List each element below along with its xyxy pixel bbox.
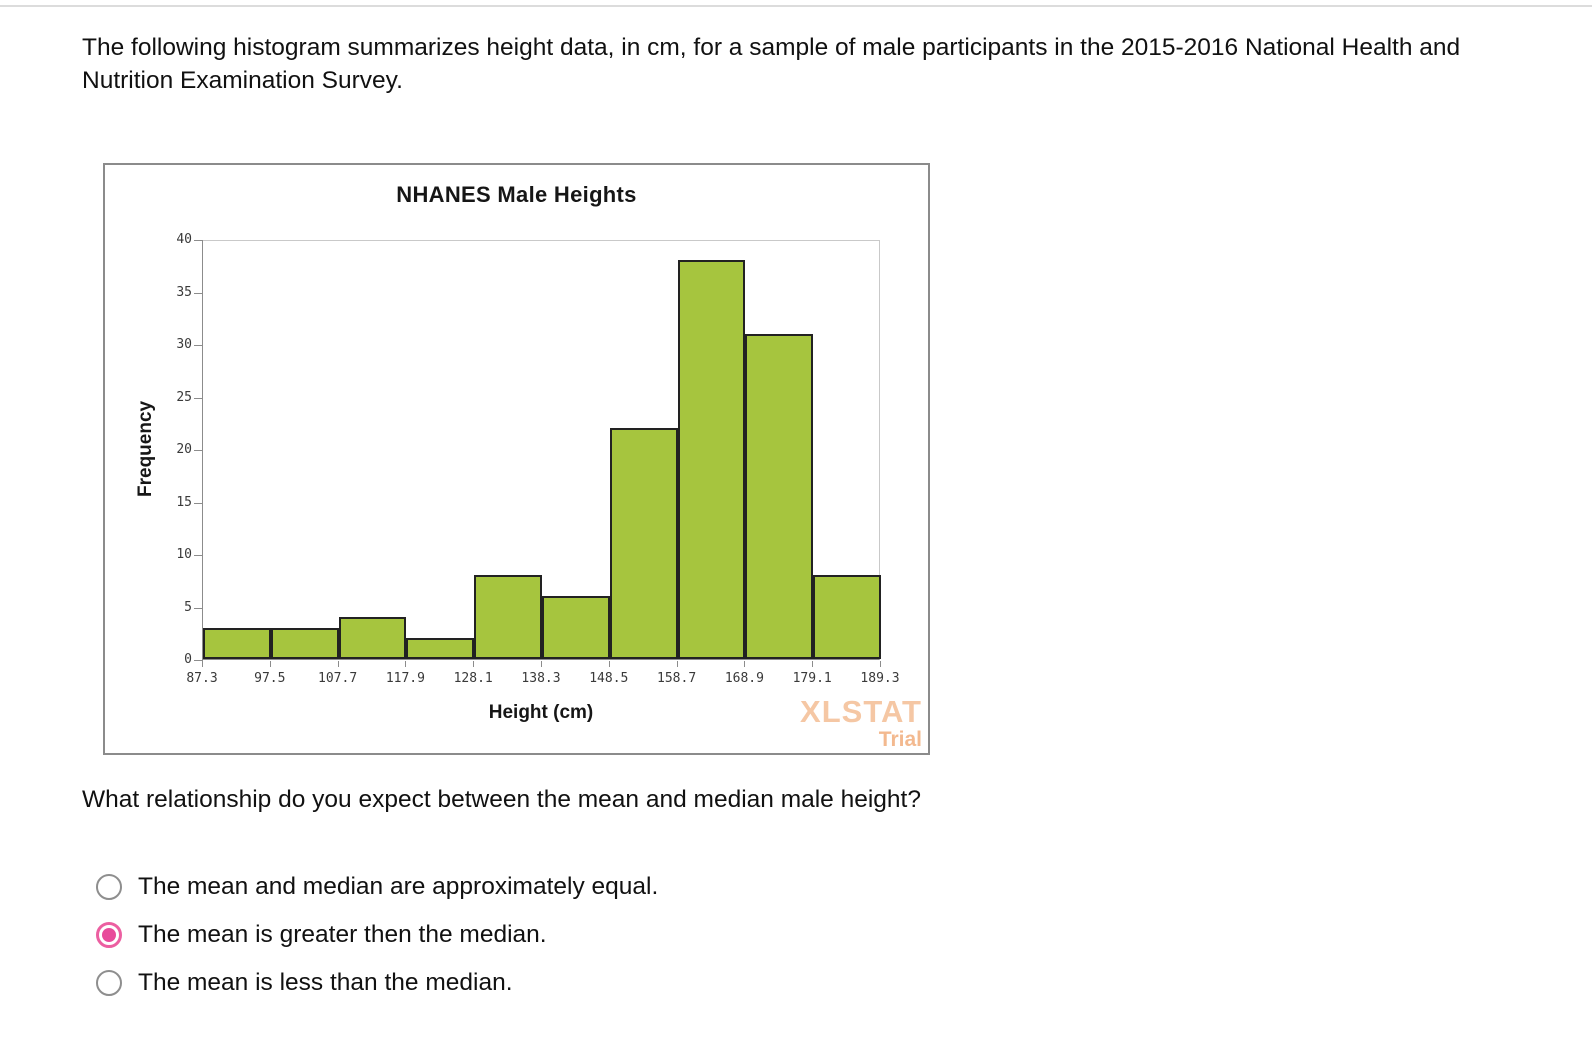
y-tick-label: 5 bbox=[184, 599, 192, 615]
xlstat-watermark: XLSTAT Trial bbox=[800, 696, 922, 751]
y-tick-label: 10 bbox=[176, 547, 192, 562]
histogram-bar bbox=[338, 617, 407, 659]
histogram-bar bbox=[813, 575, 881, 659]
x-tick-label: 128.1 bbox=[453, 671, 493, 686]
x-tick-label: 107.7 bbox=[318, 671, 358, 686]
page-top-divider bbox=[0, 5, 1592, 7]
radio-option[interactable]: The mean and median are approximately eq… bbox=[96, 872, 658, 902]
plot-area bbox=[202, 240, 881, 660]
y-tick-label: 30 bbox=[176, 337, 192, 352]
y-tick-mark bbox=[194, 240, 203, 241]
y-tick-label: 40 bbox=[176, 232, 192, 247]
intro-text: The following histogram summarizes heigh… bbox=[82, 34, 1461, 94]
chart-title: NHANES Male Heights bbox=[396, 182, 637, 207]
radio-option-label[interactable]: The mean and median are approximately eq… bbox=[138, 873, 659, 900]
x-tick-label: 168.9 bbox=[724, 671, 764, 686]
y-tick-label: 0 bbox=[184, 652, 192, 667]
x-tick-label: 97.5 bbox=[254, 671, 286, 686]
x-tick-label: 138.3 bbox=[521, 671, 561, 686]
xlstat-watermark-trial: Trial bbox=[878, 727, 922, 751]
x-tick-label: 148.5 bbox=[589, 671, 629, 686]
x-tick-mark bbox=[405, 661, 407, 667]
x-tick-mark bbox=[541, 661, 542, 667]
y-tick-mark bbox=[194, 397, 203, 399]
x-tick-mark bbox=[676, 661, 678, 667]
radio-option[interactable]: The mean is less than the median. bbox=[96, 968, 658, 998]
x-tick-label: 189.3 bbox=[860, 671, 900, 686]
radio-button[interactable] bbox=[96, 970, 122, 996]
x-tick-label: 117.9 bbox=[385, 671, 425, 686]
histogram-bar bbox=[609, 428, 678, 659]
x-tick-mark bbox=[269, 661, 271, 667]
radio-button[interactable] bbox=[96, 874, 122, 900]
x-tick-label: 87.3 bbox=[186, 671, 218, 686]
y-tick-mark bbox=[194, 450, 203, 451]
y-tick-mark bbox=[194, 660, 203, 661]
y-tick-label: 20 bbox=[176, 442, 192, 457]
y-tick-mark bbox=[194, 607, 203, 609]
histogram-bar bbox=[677, 260, 746, 659]
radio-option-label[interactable]: The mean is greater then the median. bbox=[138, 921, 547, 948]
x-tick-mark bbox=[473, 661, 475, 667]
y-tick-label: 35 bbox=[176, 284, 192, 300]
histogram-bar bbox=[745, 333, 814, 659]
histogram-bar bbox=[406, 638, 475, 659]
y-tick-mark bbox=[194, 292, 203, 294]
y-tick-mark bbox=[194, 502, 203, 504]
y-tick-label: 25 bbox=[176, 389, 192, 405]
y-axis-label: Frequency bbox=[135, 400, 156, 497]
radio-button-selected[interactable] bbox=[96, 922, 122, 948]
x-tick-mark bbox=[608, 661, 610, 667]
histogram-bar bbox=[474, 575, 542, 659]
y-tick-label: 15 bbox=[176, 494, 192, 510]
histogram-panel: NHANES Male Heights 0 5 10 15 20 25 30 35 40 87.… bbox=[103, 163, 930, 755]
x-tick-mark bbox=[202, 661, 203, 667]
x-tick-mark bbox=[880, 661, 881, 667]
x-tick-label: 158.7 bbox=[657, 671, 697, 686]
x-tick-mark bbox=[812, 661, 814, 667]
xlstat-watermark-brand: XLSTAT bbox=[800, 694, 922, 730]
radio-option[interactable]: The mean is greater then the median. bbox=[96, 920, 658, 950]
y-tick-mark bbox=[194, 555, 203, 556]
radio-group: The mean and median are approximately eq… bbox=[96, 872, 658, 1016]
x-tick-mark bbox=[744, 661, 746, 667]
radio-option-label[interactable]: The mean is less than the median. bbox=[138, 969, 513, 996]
x-tick-label: 179.1 bbox=[792, 671, 832, 686]
x-axis-label: Height (cm) bbox=[488, 702, 594, 723]
question-text: What relationship do you expect between … bbox=[82, 786, 921, 813]
y-tick-mark bbox=[194, 345, 203, 346]
histogram-bar bbox=[203, 627, 271, 659]
histogram-bar bbox=[542, 596, 610, 659]
histogram-bar bbox=[270, 627, 339, 659]
x-tick-mark bbox=[337, 661, 339, 667]
